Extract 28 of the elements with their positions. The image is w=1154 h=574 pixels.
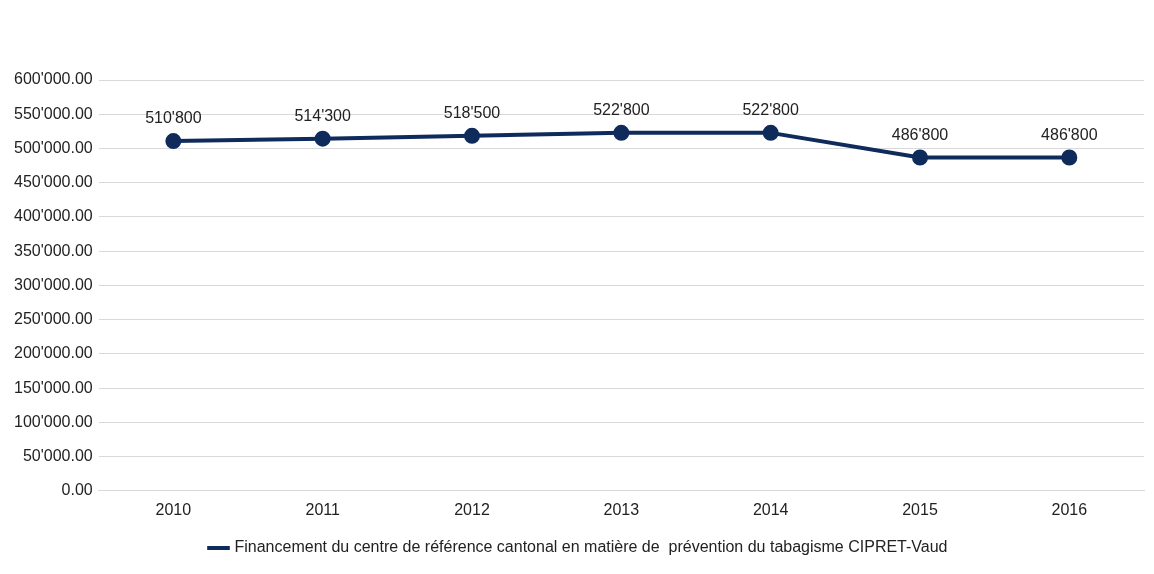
legend-label: Financement du centre de référence cantonal en matière de prévention du tabagisme CIPRET-Vaud: [234, 538, 948, 556]
data-label: 514'300: [294, 107, 351, 125]
y-tick-label: 500'000.00: [14, 138, 93, 156]
data-label: 486'800: [891, 125, 949, 143]
y-tick-label: 250'000.00: [14, 310, 93, 328]
x-tick-label: 2015: [902, 500, 938, 518]
x-tick-label: 2013: [603, 500, 640, 518]
x-tick-label: 2011: [305, 500, 340, 518]
data-label: 486'800: [1041, 125, 1098, 143]
y-tick-label: 50'000.00: [22, 446, 93, 464]
y-tick-label: 600'000.00: [14, 70, 93, 88]
y-tick-label: 300'000.00: [14, 275, 93, 293]
data-label: 518'500: [443, 104, 501, 122]
y-tick-label: 200'000.00: [14, 344, 93, 362]
x-tick-label: 2012: [454, 500, 490, 518]
data-label: 522'800: [593, 101, 650, 119]
y-tick-label: 350'000.00: [14, 241, 93, 259]
y-tick-label: 550'000.00: [14, 104, 93, 122]
x-tick-label: 2016: [1051, 500, 1088, 518]
x-tick-label: 2014: [752, 500, 789, 518]
y-tick-label: 0.00: [61, 481, 93, 499]
data-label: 522'800: [742, 101, 799, 119]
x-tick-label: 2010: [155, 500, 192, 518]
y-tick-label: 400'000.00: [14, 207, 93, 225]
data-label: 510'800: [145, 109, 202, 127]
y-tick-label: 450'000.00: [14, 173, 93, 191]
y-tick-label: 150'000.00: [14, 378, 93, 396]
y-tick-label: 100'000.00: [14, 412, 93, 430]
